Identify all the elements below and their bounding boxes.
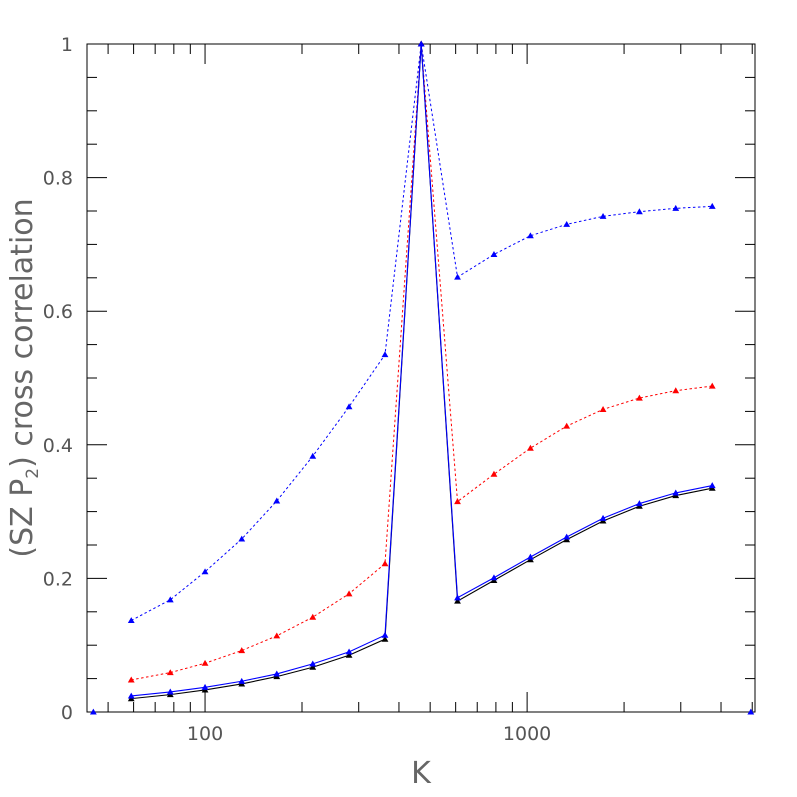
series-2-point (166, 669, 174, 676)
series-1-point (527, 232, 534, 239)
series-2-point (201, 659, 209, 666)
series-3-point (454, 597, 461, 604)
series-1-point (309, 452, 317, 459)
series-1-point (345, 403, 353, 410)
x-axis-label: K (411, 756, 432, 791)
series-4-point (127, 692, 135, 699)
series-2-point (636, 394, 643, 401)
series-4-point (201, 683, 209, 690)
series-1-point (599, 212, 607, 219)
series-4-point (708, 482, 716, 489)
series-4-point (490, 574, 498, 581)
series-2-point (490, 470, 498, 477)
y-tick-label: 0.6 (43, 301, 73, 323)
series-2-point (381, 560, 389, 567)
edge-marker (747, 708, 755, 715)
plot-frame (86, 43, 756, 713)
y-axis-label-main: (SZ P (5, 479, 40, 558)
series-1-point (381, 351, 389, 358)
series-line-1 (131, 43, 713, 621)
series-4-point (527, 553, 534, 560)
series-2-point (599, 405, 607, 412)
series-2-point (238, 647, 246, 654)
series-4-point (381, 631, 389, 638)
series-1-point (273, 497, 281, 504)
x-tick-label: 1000 (503, 723, 551, 745)
series-line-2 (131, 43, 713, 681)
x-tick-label: 100 (187, 723, 223, 745)
series-2-point (454, 498, 461, 505)
series-line-3 (131, 43, 713, 700)
axis-ticks (87, 43, 755, 713)
series-1-point (563, 220, 571, 227)
series-3-point (345, 651, 353, 658)
series-2-point (527, 444, 534, 451)
edge-marker (89, 708, 97, 715)
series-2-point (127, 676, 135, 683)
y-axis-label-subscript: 2 (23, 468, 43, 479)
series-3-point (309, 663, 317, 670)
y-axis-label-end: ) cross correlation (5, 198, 40, 468)
series-1-point (166, 596, 174, 603)
y-tick-label: 0.8 (43, 168, 73, 190)
y-tick-label: 0.2 (43, 568, 73, 590)
series-2-point (708, 382, 716, 389)
series-markers (89, 40, 755, 715)
series-3-point (381, 635, 389, 642)
series-4-point (417, 40, 425, 47)
series-lines (131, 43, 713, 700)
series-4-point (166, 688, 174, 695)
series-4-point (345, 648, 353, 655)
series-4-point (273, 670, 281, 677)
series-2-point (309, 613, 317, 620)
series-line-4 (131, 43, 713, 697)
y-tick-label: 0.4 (43, 435, 73, 457)
axis-tick-labels: 100 1000 0 0.2 0.4 0.6 0.8 1 (43, 34, 552, 745)
series-4-point (309, 660, 317, 667)
series-2-point (563, 422, 571, 429)
series-4-point (672, 489, 680, 496)
series-1-point (201, 568, 209, 575)
y-axis-label: (SZ P2) cross correlation (5, 198, 43, 557)
series-4-point (599, 514, 607, 521)
series-2-point (672, 387, 680, 394)
series-2-point (345, 590, 353, 597)
series-1-point (636, 208, 643, 215)
y-tick-label: 0 (61, 702, 73, 724)
series-1-point (127, 617, 135, 624)
plot-border (86, 43, 756, 713)
series-1-point (238, 535, 246, 542)
series-1-point (672, 204, 680, 211)
series-4-point (454, 594, 461, 601)
series-1-point (708, 202, 716, 209)
series-4-point (636, 500, 643, 507)
series-4-point (563, 533, 571, 540)
series-1-point (454, 273, 461, 280)
series-4-point (238, 677, 246, 684)
series-2-point (273, 632, 281, 639)
series-1-point (490, 251, 498, 257)
y-tick-label: 1 (61, 34, 73, 56)
